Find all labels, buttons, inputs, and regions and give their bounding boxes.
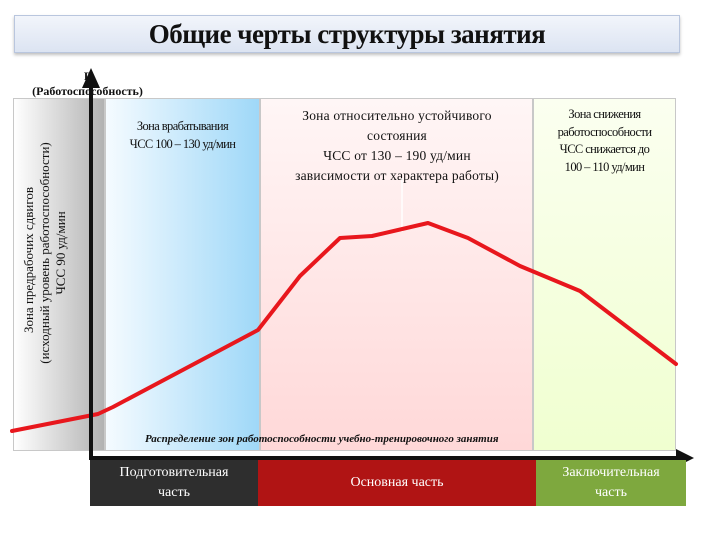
title-banner: Общие черты структуры занятия xyxy=(14,15,680,53)
distribution-label: Распределение зон работоспособности учеб… xyxy=(145,433,499,445)
zone-warmup-line1: Зона врабатывания xyxy=(136,119,229,133)
zone-decline-text: Зона снижения работоспособности ЧСС сниж… xyxy=(537,106,672,176)
part-preparatory-label: Подготовительная часть xyxy=(119,465,229,500)
zone-stable-text: Зона относительно устойчивого состояния … xyxy=(262,106,532,186)
part-final: Заключительная часть xyxy=(536,460,686,506)
zone-warmup-line2: ЧСС 100 – 130 уд/мин xyxy=(129,137,236,151)
part-preparatory: Подготовительная часть xyxy=(90,460,258,506)
zone-stable-line1: Зона относительно устойчивого xyxy=(302,108,492,123)
zone-warmup xyxy=(105,98,260,451)
zone-decline xyxy=(533,98,676,451)
y-axis-arrowhead xyxy=(82,68,100,88)
zone-decline-line2: работоспособности xyxy=(557,124,652,139)
zone-stable-line2: состояния xyxy=(367,128,427,143)
zone-decline-line4: 100 – 110 уд/мин xyxy=(564,159,645,174)
zone-decline-line1: Зона снижения xyxy=(568,107,641,121)
page-title: Общие черты структуры занятия xyxy=(148,18,546,49)
zone-warmup-text: Зона врабатывания ЧСС 100 – 130 уд/мин xyxy=(110,117,255,153)
y-axis-caption: (Работоспособность) xyxy=(32,84,143,98)
part-final-label: Заключительная часть xyxy=(562,465,660,500)
zone-stable-line3: ЧСС от 130 – 190 уд/мин xyxy=(323,148,471,163)
part-main: Основная часть xyxy=(258,460,536,506)
zone-stable-state xyxy=(260,98,533,451)
part-main-label: Основная часть xyxy=(350,475,444,490)
zone-stable-line4: зависимости от характера работы) xyxy=(295,168,499,183)
work-capacity-curve xyxy=(10,221,678,433)
zone-decline-line3: ЧСС снижается до xyxy=(559,142,650,156)
